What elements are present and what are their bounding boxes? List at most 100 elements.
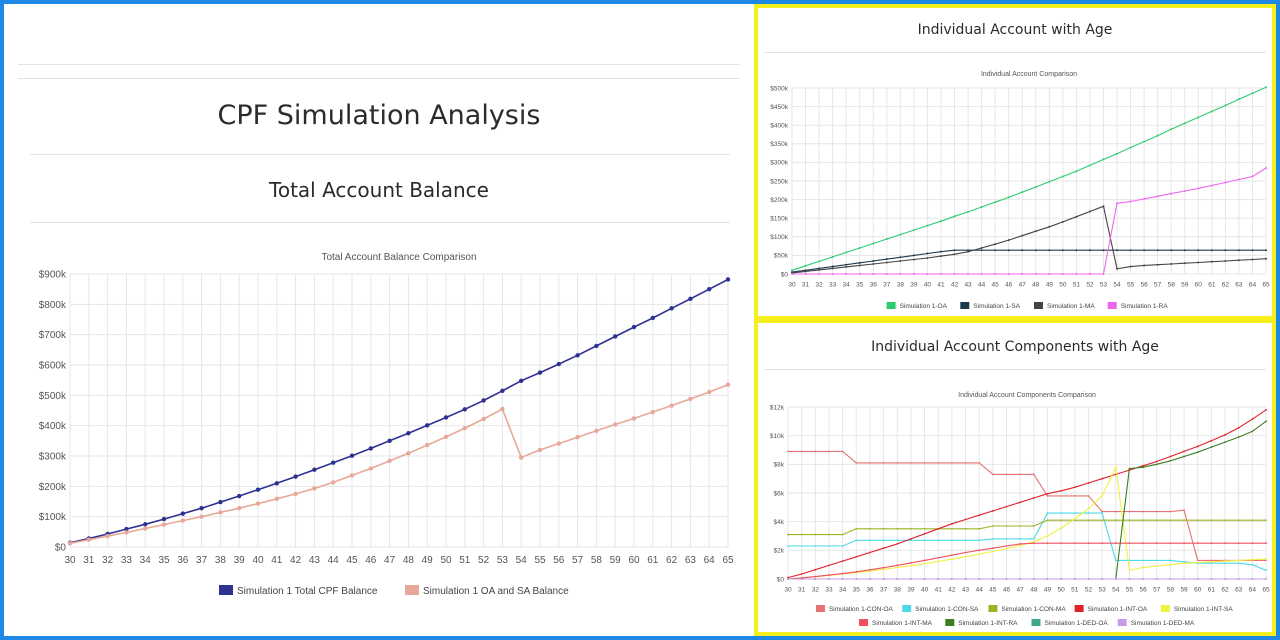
- x-tick-label: 51: [1071, 587, 1079, 594]
- data-point: [1169, 459, 1172, 462]
- data-point: [1155, 460, 1158, 463]
- chart-title: Individual Account Components Comparison: [958, 392, 1096, 399]
- x-tick-label: 41: [937, 282, 945, 289]
- x-tick-label: 44: [976, 587, 984, 594]
- data-point: [1075, 249, 1078, 252]
- x-tick-label: 34: [843, 282, 851, 289]
- data-point: [885, 258, 888, 261]
- x-tick-label: 47: [1017, 587, 1025, 594]
- y-tick-label: $200k: [39, 482, 67, 493]
- data-point: [1061, 273, 1064, 275]
- data-point: [1197, 249, 1200, 252]
- account-components-chart: Individual Account Components Comparison…: [770, 392, 1270, 627]
- data-point: [1169, 510, 1172, 513]
- series-line: [788, 450, 1266, 561]
- x-tick-label: 43: [964, 282, 972, 289]
- data-point: [1073, 517, 1076, 520]
- y-tick-label: $900k: [39, 270, 67, 281]
- data-point: [1101, 494, 1104, 497]
- data-point: [1169, 563, 1172, 566]
- data-point: [950, 522, 953, 525]
- data-point: [1210, 562, 1213, 565]
- data-point: [1196, 559, 1199, 562]
- section-title: Individual Account Components with Age: [871, 339, 1159, 355]
- data-point: [1170, 128, 1173, 131]
- data-point: [1156, 263, 1159, 266]
- data-point: [1102, 158, 1105, 161]
- data-point: [787, 545, 789, 547]
- y-tick-label: $500k: [770, 85, 788, 92]
- data-point: [967, 250, 970, 253]
- data-point: [1005, 545, 1008, 547]
- x-tick-label: 30: [784, 587, 792, 594]
- data-point: [1183, 542, 1185, 545]
- data-point: [869, 578, 871, 580]
- data-point: [926, 273, 929, 275]
- data-point: [910, 578, 912, 580]
- legend-swatch: [1160, 605, 1170, 612]
- series-line: [791, 86, 1267, 271]
- data-point: [1265, 559, 1267, 562]
- data-point: [841, 560, 844, 562]
- legend-label: Simulation 1-CON-OA: [829, 606, 894, 613]
- data-point: [1196, 542, 1199, 545]
- data-point: [831, 273, 834, 275]
- data-point: [1114, 542, 1117, 545]
- data-point: [575, 434, 580, 440]
- data-point: [964, 539, 967, 542]
- data-point: [818, 260, 821, 263]
- data-point: [105, 533, 110, 539]
- data-point: [1183, 519, 1185, 522]
- data-point: [1128, 569, 1131, 572]
- x-tick-label: 53: [1098, 587, 1106, 594]
- data-point: [1169, 455, 1172, 458]
- x-tick-label: 43: [309, 555, 321, 566]
- data-point: [855, 578, 858, 580]
- data-point: [1142, 578, 1144, 580]
- data-point: [1169, 578, 1172, 580]
- data-point: [1155, 565, 1158, 567]
- data-point: [800, 533, 803, 536]
- data-point: [814, 533, 817, 536]
- data-point: [1046, 542, 1049, 545]
- x-tick-label: 33: [121, 555, 133, 566]
- data-point: [1073, 542, 1076, 545]
- data-point: [500, 388, 505, 393]
- data-point: [1224, 542, 1226, 545]
- data-point: [1048, 273, 1051, 275]
- data-point: [1114, 510, 1117, 513]
- data-point: [1061, 249, 1064, 252]
- legend-swatch: [1031, 619, 1041, 626]
- x-tick-label: 65: [722, 555, 734, 566]
- data-point: [1237, 426, 1240, 429]
- data-point: [896, 566, 899, 569]
- x-tick-label: 30: [788, 282, 796, 289]
- data-point: [950, 462, 953, 464]
- y-tick-label: $0: [55, 543, 67, 554]
- data-point: [912, 258, 915, 261]
- data-point: [1142, 510, 1144, 513]
- data-point: [1129, 146, 1132, 149]
- data-point: [926, 224, 929, 227]
- data-point: [312, 486, 317, 491]
- data-point: [199, 514, 204, 519]
- x-tick-label: 37: [880, 587, 888, 594]
- y-tick-label: $200k: [770, 197, 788, 204]
- data-point: [1183, 450, 1185, 453]
- x-tick-label: 49: [1046, 282, 1054, 289]
- data-point: [650, 315, 655, 321]
- y-tick-label: $100k: [39, 512, 67, 523]
- x-tick-label: 45: [992, 282, 1000, 289]
- data-point: [926, 252, 929, 255]
- data-point: [991, 550, 994, 553]
- data-point: [1046, 492, 1049, 495]
- data-point: [1005, 547, 1008, 550]
- data-point: [818, 268, 821, 271]
- series-line: [787, 542, 1266, 580]
- legend-label: Simulation 1-DED-OA: [1045, 620, 1109, 627]
- data-point: [1034, 249, 1037, 252]
- data-point: [1101, 512, 1104, 514]
- data-point: [991, 547, 994, 550]
- series-line: [787, 409, 1267, 579]
- data-point: [594, 343, 599, 349]
